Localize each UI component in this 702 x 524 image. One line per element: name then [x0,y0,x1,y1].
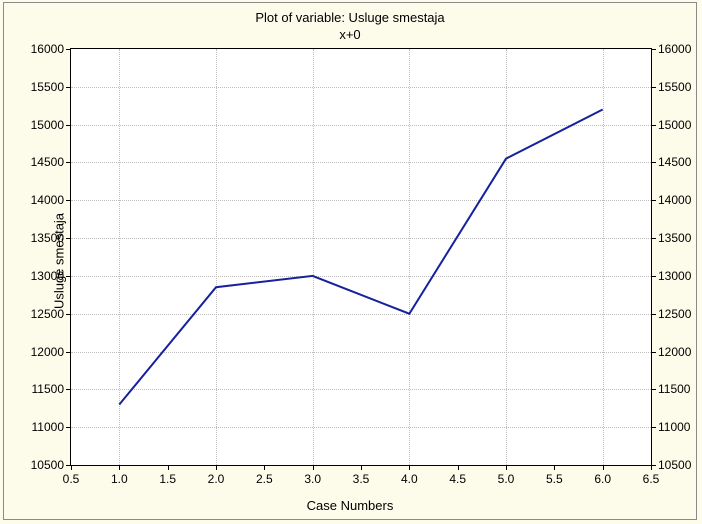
xtick-label: 5.5 [546,465,563,486]
xtick-label: 0.5 [63,465,80,486]
x-axis-label: Case Numbers [4,498,696,513]
ytick-label: 12000 [31,345,71,359]
xtick-label: 6.0 [594,465,611,486]
chart-frame: Plot of variable: Usluge smestaja x+0 Us… [3,2,697,520]
xtick-label: 3.5 [353,465,370,486]
ytick-label: 15500 [651,80,691,94]
chart-title: Plot of variable: Usluge smestaja [4,10,696,25]
xtick-label: 4.5 [449,465,466,486]
ytick-label: 12000 [651,345,691,359]
y-axis-label: Usluge smestaja [52,213,67,309]
ytick-label: 13000 [31,269,71,283]
ytick-label: 13500 [651,231,691,245]
chart-subtitle: x+0 [4,27,696,42]
ytick-label: 16000 [651,42,691,56]
xtick-label: 4.0 [401,465,418,486]
ytick-label: 14000 [31,193,71,207]
xtick-label: 2.5 [256,465,273,486]
data-line [71,49,651,465]
ytick-label: 15000 [31,118,71,132]
ytick-label: 13000 [651,269,691,283]
xtick-label: 1.5 [159,465,176,486]
ytick-label: 14500 [651,155,691,169]
ytick-label: 15500 [31,80,71,94]
ytick-label: 16000 [31,42,71,56]
ytick-label: 11500 [651,382,690,396]
ytick-label: 13500 [31,231,71,245]
ytick-label: 11000 [32,420,71,434]
ytick-label: 14500 [31,155,71,169]
xtick-label: 5.0 [498,465,515,486]
xtick-label: 6.5 [643,465,660,486]
ytick-label: 12500 [651,307,691,321]
xtick-label: 2.0 [208,465,225,486]
ytick-label: 11500 [32,382,71,396]
xtick-label: 1.0 [111,465,128,486]
ytick-label: 14000 [651,193,691,207]
plot-area: 1050010500110001100011500115001200012000… [70,48,652,466]
ytick-label: 12500 [31,307,71,321]
ytick-label: 15000 [651,118,691,132]
xtick-label: 3.0 [304,465,321,486]
ytick-label: 11000 [651,420,690,434]
